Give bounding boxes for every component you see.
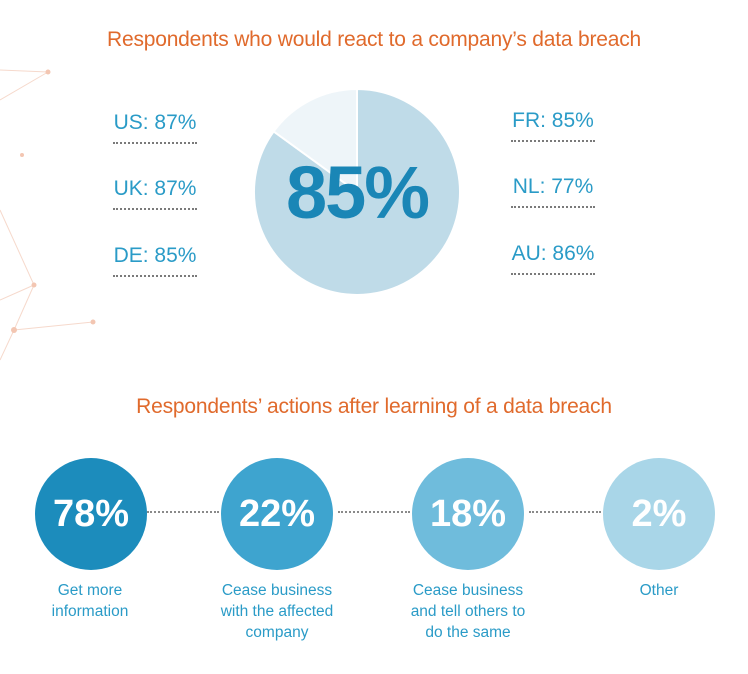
country-label: NL: 77% (512, 175, 594, 198)
action-circle-cease-business: 22% (221, 458, 333, 570)
action-caption-other: Other (639, 582, 679, 599)
country-stat-fr: FR: 85% (493, 109, 613, 142)
country-stat-au: AU: 86% (493, 242, 613, 275)
action-caption-cease-and-tell: Cease business and tell others to do the… (410, 582, 526, 641)
country-label: UK: 87% (113, 177, 197, 200)
pie-slice-1 (272, 89, 358, 194)
action-value: 18% (429, 492, 507, 535)
pie-svg (254, 89, 460, 295)
country-label: US: 87% (113, 111, 197, 134)
dotted-underline (511, 273, 595, 275)
country-label: DE: 85% (113, 244, 197, 267)
action-caption-cease-business: Cease business with the affected company (220, 582, 334, 641)
dotted-underline (113, 275, 197, 277)
action-value: 78% (52, 492, 130, 535)
connector-dots (338, 511, 410, 513)
pie-center-value: 85% (285, 150, 430, 234)
actions-chart-title: Respondents’ actions after learning of a… (136, 395, 612, 418)
dotted-underline (113, 142, 197, 144)
country-stat-nl: NL: 77% (493, 175, 613, 208)
action-value: 2% (631, 492, 687, 535)
pie-chart-title: Respondents who would react to a company… (107, 28, 641, 51)
country-label: FR: 85% (512, 109, 594, 132)
connector-dots (147, 511, 219, 513)
dotted-underline (511, 206, 595, 208)
dotted-underline (511, 140, 595, 142)
action-caption-get-info: Get more information (51, 582, 129, 620)
country-label: AU: 86% (511, 242, 595, 265)
pie-chart: 85% (254, 89, 460, 295)
action-value: 22% (238, 492, 316, 535)
dotted-underline (113, 208, 197, 210)
action-circle-other: 2% (603, 458, 715, 570)
country-stat-de: DE: 85% (95, 244, 215, 277)
action-circle-cease-and-tell: 18% (412, 458, 524, 570)
action-circle-get-info: 78% (35, 458, 147, 570)
connector-dots (529, 511, 601, 513)
country-stat-us: US: 87% (95, 111, 215, 144)
country-stat-uk: UK: 87% (95, 177, 215, 210)
